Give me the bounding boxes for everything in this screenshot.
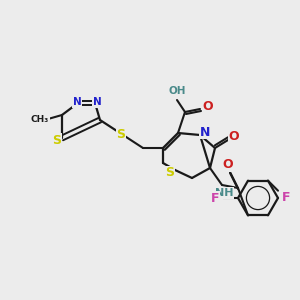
- Text: S: S: [166, 167, 175, 179]
- Text: O: O: [203, 100, 213, 113]
- Text: S: S: [116, 128, 125, 142]
- Text: NH: NH: [215, 188, 233, 198]
- Text: F: F: [282, 191, 290, 204]
- Text: N: N: [93, 97, 101, 107]
- Text: F: F: [211, 191, 219, 205]
- Text: S: S: [52, 134, 62, 146]
- Text: O: O: [229, 130, 239, 143]
- Text: CH₃: CH₃: [31, 116, 49, 124]
- Text: O: O: [223, 158, 233, 172]
- Text: OH: OH: [168, 86, 186, 96]
- Text: N: N: [200, 125, 210, 139]
- Text: N: N: [73, 97, 81, 107]
